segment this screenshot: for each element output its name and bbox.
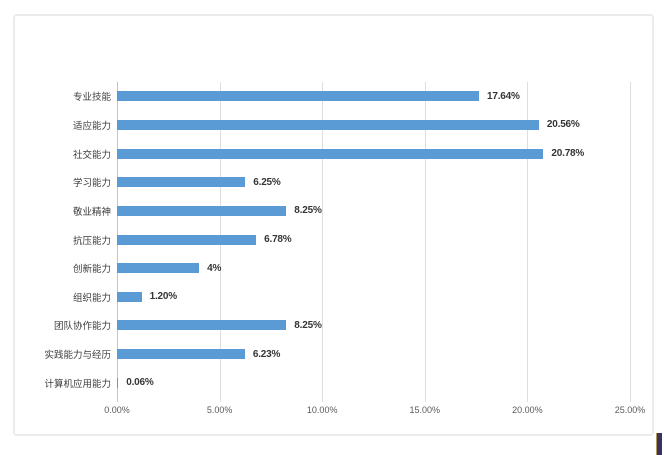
value-axis: 0.00% 5.00% 10.00% 15.00% 20.00% 25.00%: [104, 397, 645, 419]
category-label: 创新能力: [72, 264, 111, 276]
bar: [117, 177, 246, 188]
x-tick-label: 10.00%: [306, 405, 338, 415]
bar-value-label: 6.25%: [253, 176, 281, 188]
bar-value-label: 0.06%: [126, 377, 154, 389]
bar: [117, 377, 119, 388]
bar: [117, 291, 142, 302]
bar-row: 20.78%: [117, 139, 630, 168]
bar-rows: 17.64% 20.56% 20.78% 6.25% 8.25% 6.78% 4% 1.20%…: [117, 82, 630, 397]
bar-value-label: 8.25%: [294, 319, 322, 331]
bar-value-label: 20.56%: [546, 119, 580, 131]
category-label: 实践能力与经历: [44, 350, 111, 362]
gridline: [527, 82, 529, 402]
x-tick-label: 20.00%: [512, 405, 543, 415]
bar: [117, 320, 287, 331]
category-label: 组织能力: [72, 292, 111, 304]
category-label: 专业技能: [72, 92, 111, 104]
bar: [117, 119, 539, 130]
category-label: 抗压能力: [72, 235, 111, 247]
bar: [117, 148, 544, 159]
bar-value-label: 6.78%: [264, 234, 292, 246]
category-label: 社交能力: [72, 149, 111, 161]
x-tick-label: 0.00%: [104, 405, 130, 415]
bar-value-label: 17.64%: [486, 90, 520, 102]
category-label: 团队协作能力: [53, 321, 111, 333]
bar-value-label: 4%: [207, 262, 222, 274]
category-label: 敬业精神: [72, 206, 111, 218]
plot-area: 17.64% 20.56% 20.78% 6.25% 8.25% 6.78% 4% 1.20%…: [117, 82, 631, 402]
bar: [117, 263, 200, 274]
gridline: [322, 82, 324, 402]
category-label: 计算机应用能力: [44, 378, 111, 390]
bar-row: 6.25%: [117, 168, 630, 197]
bar: [117, 205, 287, 216]
bar: [117, 349, 245, 360]
bar-row: 6.78%: [117, 225, 630, 254]
bar-row: 8.25%: [117, 311, 630, 340]
x-tick-label: 5.00%: [206, 405, 233, 415]
gridline: [630, 82, 631, 402]
bar-row: 1.20%: [117, 282, 630, 311]
x-tick-label: 25.00%: [614, 405, 646, 415]
bar: [117, 91, 479, 102]
bar-row: 4%: [117, 254, 630, 283]
chart-plot-frame: 专业技能适应能力社交能力学习能力敬业精神抗压能力创新能力组织能力团队协作能力实践…: [13, 14, 654, 436]
gridline: [424, 82, 426, 402]
text-cursor-artifact: [656, 433, 662, 455]
bar: [117, 234, 257, 245]
bar-value-label: 1.20%: [149, 291, 178, 303]
bar-row: 17.64%: [117, 82, 630, 111]
bar-value-label: 20.78%: [551, 148, 585, 160]
bar-row: 20.56%: [117, 111, 630, 140]
bar-value-label: 8.25%: [294, 205, 322, 217]
category-label: 适应能力: [72, 120, 111, 132]
bar-row: 6.23%: [117, 340, 630, 369]
category-axis-labels: 专业技能适应能力社交能力学习能力敬业精神抗压能力创新能力组织能力团队协作能力实践…: [21, 82, 111, 397]
bar-row: 8.25%: [117, 197, 630, 226]
bar-value-label: 6.23%: [252, 348, 281, 360]
bar-row: 0.06%: [117, 368, 630, 397]
category-label: 学习能力: [72, 178, 111, 190]
x-tick-label: 15.00%: [409, 405, 441, 415]
